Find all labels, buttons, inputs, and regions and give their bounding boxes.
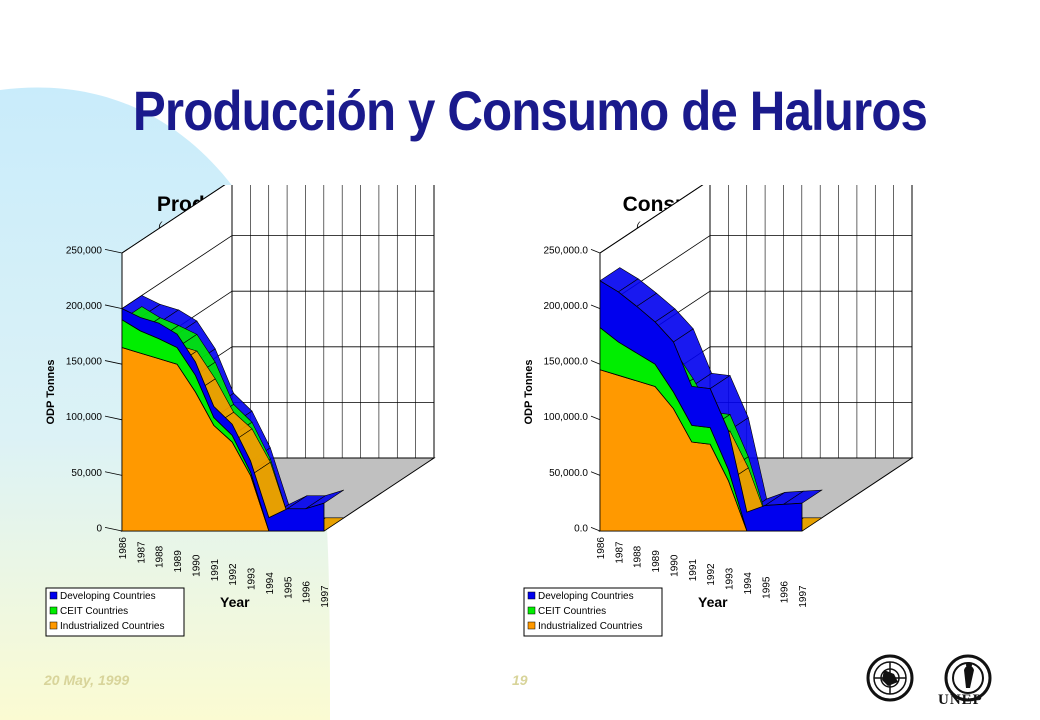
x-tick-label: 1994 xyxy=(743,572,754,595)
legend-label: Industrialized Countries xyxy=(538,621,643,632)
x-tick-label: 1989 xyxy=(173,550,184,573)
y-tick xyxy=(104,360,123,365)
y-tick-label: 200,000 xyxy=(66,301,103,312)
y-tick-label: 50,000.0 xyxy=(549,468,588,479)
x-tick-label: 1995 xyxy=(761,576,772,599)
series-area xyxy=(599,280,803,532)
footer-date: 20 May, 1999 xyxy=(44,672,130,688)
legend-swatch xyxy=(49,606,58,615)
series-area xyxy=(121,307,325,532)
y-tick xyxy=(590,304,601,309)
unep-logo-text: UNEP xyxy=(938,692,983,708)
x-tick-label: 1992 xyxy=(706,563,717,586)
y-tick xyxy=(590,526,601,532)
chart-gridline xyxy=(121,185,226,254)
y-tick xyxy=(590,471,601,476)
y-tick-label: 200,000.0 xyxy=(544,301,589,312)
un-emblem-icon xyxy=(866,654,992,702)
y-tick xyxy=(104,526,123,532)
legend-swatch xyxy=(49,621,58,630)
legend-swatch xyxy=(49,591,58,600)
y-tick xyxy=(104,248,123,254)
x-tick-label: 1987 xyxy=(136,541,147,564)
legend-label: Developing Countries xyxy=(538,591,634,602)
y-tick-label: 100,000.0 xyxy=(544,412,589,423)
x-tick-label: 1997 xyxy=(320,585,331,608)
y-tick-label: 250,000.0 xyxy=(544,245,589,256)
x-tick-label: 1996 xyxy=(302,581,313,604)
x-axis-label: Year xyxy=(220,594,250,610)
x-tick-label: 1991 xyxy=(688,559,699,582)
chart-legend xyxy=(45,587,185,637)
chart-svg: Consumption of Halons( As Reported to th… xyxy=(523,185,914,637)
y-axis-label: ODP Tonnes xyxy=(45,360,57,425)
y-tick-label: 150,000.0 xyxy=(544,357,589,368)
page-number: 19 xyxy=(512,672,528,688)
x-tick-label: 1995 xyxy=(283,576,294,599)
y-axis-label: ODP Tonnes xyxy=(523,360,535,425)
chart-svg: Production of Halons( As Reported to the… xyxy=(45,185,436,637)
y-tick-label: 150,000 xyxy=(66,357,103,368)
y-tick xyxy=(104,471,123,476)
x-tick-label: 1992 xyxy=(228,563,239,586)
x-tick-label: 1993 xyxy=(247,567,258,590)
legend-label: CEIT Countries xyxy=(538,606,606,617)
y-tick-label: 0.0 xyxy=(574,523,588,534)
x-tick-label: 1987 xyxy=(614,541,625,564)
y-tick xyxy=(104,304,123,309)
x-tick-label: 1991 xyxy=(210,559,221,582)
x-tick-label: 1993 xyxy=(725,567,736,590)
legend-swatch xyxy=(527,621,536,630)
x-tick-label: 1989 xyxy=(651,550,662,573)
legend-label: Developing Countries xyxy=(60,591,156,602)
legend-label: CEIT Countries xyxy=(60,606,128,617)
chart-back-wall xyxy=(231,185,435,459)
legend-swatch xyxy=(527,606,536,615)
slide-title: Producción y Consumo de Haluros xyxy=(132,79,928,142)
x-tick-label: 1988 xyxy=(633,545,644,568)
y-tick-label: 250,000 xyxy=(66,245,103,256)
x-axis-label: Year xyxy=(698,594,728,610)
x-tick-label: 1986 xyxy=(118,537,129,560)
y-tick xyxy=(590,415,601,421)
y-tick xyxy=(590,248,601,254)
x-tick-label: 1988 xyxy=(155,545,166,568)
x-tick-label: 1994 xyxy=(265,572,276,595)
y-tick xyxy=(104,415,123,421)
x-tick-label: 1990 xyxy=(191,554,202,577)
production-chart: Production of Halons( As Reported to the… xyxy=(10,185,460,645)
consumption-chart: Consumption of Halons( As Reported to th… xyxy=(488,185,938,645)
x-tick-label: 1997 xyxy=(798,585,809,608)
y-tick-label: 100,000 xyxy=(66,412,103,423)
chart-legend xyxy=(523,587,663,637)
y-tick-label: 50,000 xyxy=(71,468,102,479)
y-tick xyxy=(590,360,601,365)
y-tick-label: 0 xyxy=(96,523,102,534)
chart-gridline xyxy=(599,185,704,254)
legend-label: Industrialized Countries xyxy=(60,621,165,632)
x-tick-label: 1990 xyxy=(669,554,680,577)
unep-logo-icon xyxy=(944,654,992,702)
x-tick-label: 1996 xyxy=(780,581,791,604)
legend-swatch xyxy=(527,591,536,600)
x-tick-label: 1986 xyxy=(596,537,607,560)
